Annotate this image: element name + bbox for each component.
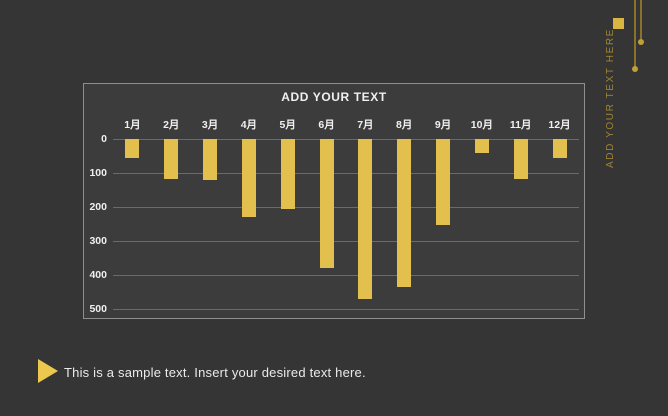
y-axis-tick-label: 500: [89, 303, 107, 315]
bar-1月: [125, 139, 140, 158]
footer-bullet-triangle-icon: [38, 359, 58, 383]
x-axis-label: 12月: [548, 119, 571, 131]
bar-cell: [229, 139, 268, 217]
bar-5月: [280, 139, 295, 209]
gridline: [113, 241, 579, 242]
gridline: [113, 207, 579, 208]
x-axis-label: 11月: [509, 119, 532, 131]
side-line-decoration: [634, 0, 636, 67]
bar-cell: [424, 139, 463, 225]
side-line-dot: [638, 39, 644, 45]
bar-11月: [513, 139, 528, 179]
bar-3月: [203, 139, 218, 180]
x-axis-label: 10月: [470, 119, 493, 131]
bar-cell: [113, 139, 152, 158]
bar-cell: [346, 139, 385, 299]
bar-10月: [474, 139, 489, 153]
bar-2月: [164, 139, 179, 179]
bar-chart: ADD YOUR TEXT 1月 2月 3月 4月 5月 6月 7月 8月 9月 10月 11月 12…: [83, 83, 585, 319]
y-axis-tick-label: 400: [89, 269, 107, 281]
bar-cell: [191, 139, 230, 180]
y-axis-tick-label: 100: [89, 167, 107, 179]
bar-cell: [268, 139, 307, 209]
side-line-dot: [632, 66, 638, 72]
bar-cell: [501, 139, 540, 179]
y-axis-tick-label: 200: [89, 201, 107, 213]
chart-x-axis-labels: 1月 2月 3月 4月 5月 6月 7月 8月 9月 10月 11月 12月: [113, 117, 579, 132]
y-axis-tick-label: 0: [101, 133, 107, 145]
bar-9月: [436, 139, 451, 225]
chart-bars: [113, 139, 579, 309]
bar-6月: [319, 139, 334, 268]
x-axis-label: 3月: [201, 119, 219, 131]
gridline: [113, 275, 579, 276]
x-axis-label: 1月: [124, 119, 141, 131]
chart-title: ADD YOUR TEXT: [281, 90, 387, 104]
x-axis-label: 4月: [240, 119, 258, 131]
x-axis-label: 2月: [163, 119, 180, 131]
y-axis-tick-label: 300: [89, 235, 107, 247]
side-line-decoration: [640, 0, 642, 39]
bar-cell: [540, 139, 579, 158]
side-vertical-placeholder-text: ADD YOUR TEXT HERE: [605, 28, 616, 168]
footer-caption: This is a sample text. Insert your desir…: [64, 365, 366, 380]
bar-7月: [358, 139, 373, 299]
side-square-decoration: [613, 18, 624, 29]
bar-12月: [552, 139, 567, 158]
x-axis-label: 7月: [357, 119, 374, 131]
bar-cell: [462, 139, 501, 153]
bar-cell: [307, 139, 346, 268]
gridline: [113, 173, 579, 174]
gridline: [113, 309, 579, 310]
x-axis-label: 5月: [279, 119, 296, 131]
gridline: [113, 139, 579, 140]
x-axis-label: 6月: [318, 119, 335, 131]
bar-cell: [152, 139, 191, 179]
bar-8月: [397, 139, 412, 287]
x-axis-label: 8月: [396, 119, 413, 131]
bar-4月: [241, 139, 256, 217]
bar-cell: [385, 139, 424, 287]
x-axis-label: 9月: [434, 119, 452, 131]
